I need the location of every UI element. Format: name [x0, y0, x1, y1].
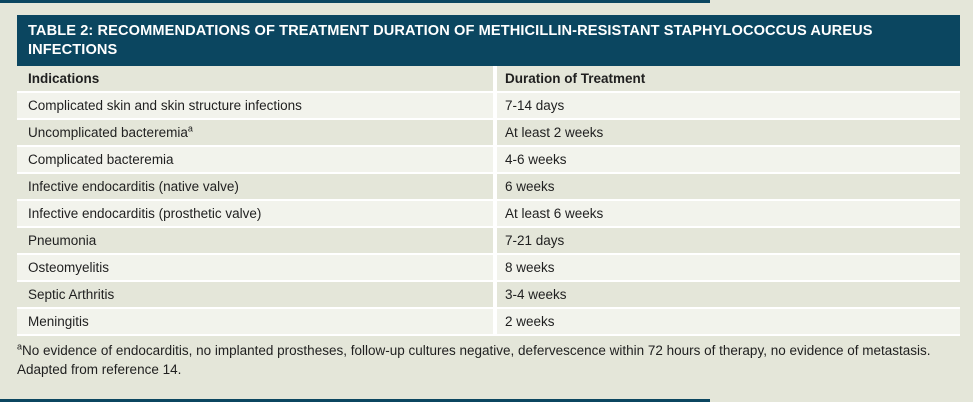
- duration-cell: 4-6 weeks: [497, 147, 960, 172]
- table-header-row: Indications Duration of Treatment: [17, 66, 960, 93]
- table-row: Infective endocarditis (native valve) 6 …: [17, 174, 960, 201]
- table-body: Complicated skin and skin structure infe…: [17, 93, 960, 336]
- top-rule: [0, 0, 710, 3]
- table-row: Meningitis 2 weeks: [17, 309, 960, 336]
- bottom-rule: [0, 399, 710, 402]
- table-row: Complicated bacteremia 4-6 weeks: [17, 147, 960, 174]
- indication-cell: Complicated bacteremia: [17, 147, 493, 172]
- table-row: Osteomyelitis 8 weeks: [17, 255, 960, 282]
- table-title: TABLE 2: RECOMMENDATIONS OF TREATMENT DU…: [17, 15, 960, 66]
- table-row: Septic Arthritis 3-4 weeks: [17, 282, 960, 309]
- duration-cell: At least 2 weeks: [497, 120, 960, 145]
- table-row: Infective endocarditis (prosthetic valve…: [17, 201, 960, 228]
- footnotes: aNo evidence of endocarditis, no implant…: [17, 336, 960, 379]
- column-header-duration: Duration of Treatment: [497, 66, 960, 91]
- table-row: Complicated skin and skin structure infe…: [17, 93, 960, 120]
- indication-cell: Infective endocarditis (prosthetic valve…: [17, 201, 493, 226]
- duration-cell: 7-21 days: [497, 228, 960, 253]
- table-row: Uncomplicated bacteremiaa At least 2 wee…: [17, 120, 960, 147]
- footnote-marker: a: [17, 341, 23, 352]
- duration-cell: 6 weeks: [497, 174, 960, 199]
- indication-cell: Uncomplicated bacteremiaa: [17, 120, 493, 145]
- indication-cell: Osteomyelitis: [17, 255, 493, 280]
- indication-cell: Pneumonia: [17, 228, 493, 253]
- indication-cell: Infective endocarditis (native valve): [17, 174, 493, 199]
- indication-cell: Meningitis: [17, 309, 493, 334]
- duration-cell: At least 6 weeks: [497, 201, 960, 226]
- column-header-indications: Indications: [17, 66, 493, 91]
- duration-cell: 7-14 days: [497, 93, 960, 118]
- indication-cell: Complicated skin and skin structure infe…: [17, 93, 493, 118]
- duration-cell: 3-4 weeks: [497, 282, 960, 307]
- table-container: TABLE 2: RECOMMENDATIONS OF TREATMENT DU…: [17, 15, 960, 379]
- footnote-note: aNo evidence of endocarditis, no implant…: [17, 341, 931, 358]
- duration-cell: 8 weeks: [497, 255, 960, 280]
- duration-cell: 2 weeks: [497, 309, 960, 334]
- table-row: Pneumonia 7-21 days: [17, 228, 960, 255]
- footnote-marker-sup: a: [187, 123, 193, 134]
- indication-cell: Septic Arthritis: [17, 282, 493, 307]
- footnote-source: Adapted from reference 14.: [17, 362, 182, 377]
